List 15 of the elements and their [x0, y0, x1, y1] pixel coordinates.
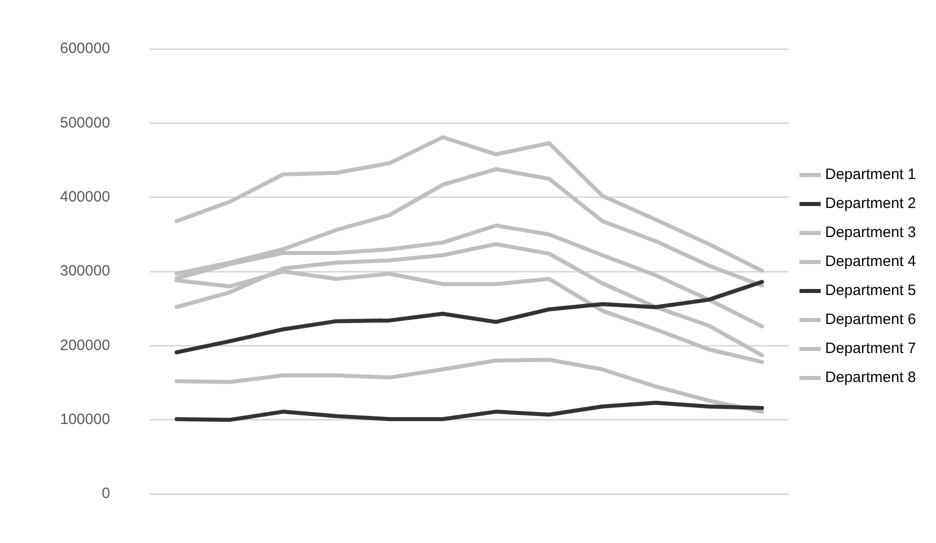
y-tick-label: 300000	[60, 262, 110, 280]
y-tick-label: 100000	[60, 410, 110, 428]
legend-label: Department 1	[825, 166, 916, 184]
legend-label: Department 7	[825, 340, 916, 358]
y-tick-label: 400000	[60, 188, 110, 206]
legend-label: Department 5	[825, 282, 916, 300]
legend-label: Department 3	[825, 224, 916, 242]
legend-label: Department 4	[825, 253, 916, 270]
y-tick-label: 600000	[60, 40, 110, 58]
y-tick-label: 0	[102, 485, 110, 502]
legend-label: Department 2	[825, 195, 916, 212]
legend-label: Department 8	[825, 369, 916, 386]
y-tick-label: 500000	[60, 114, 110, 132]
y-tick-label: 200000	[60, 336, 110, 354]
legend-label: Department 6	[825, 311, 916, 328]
